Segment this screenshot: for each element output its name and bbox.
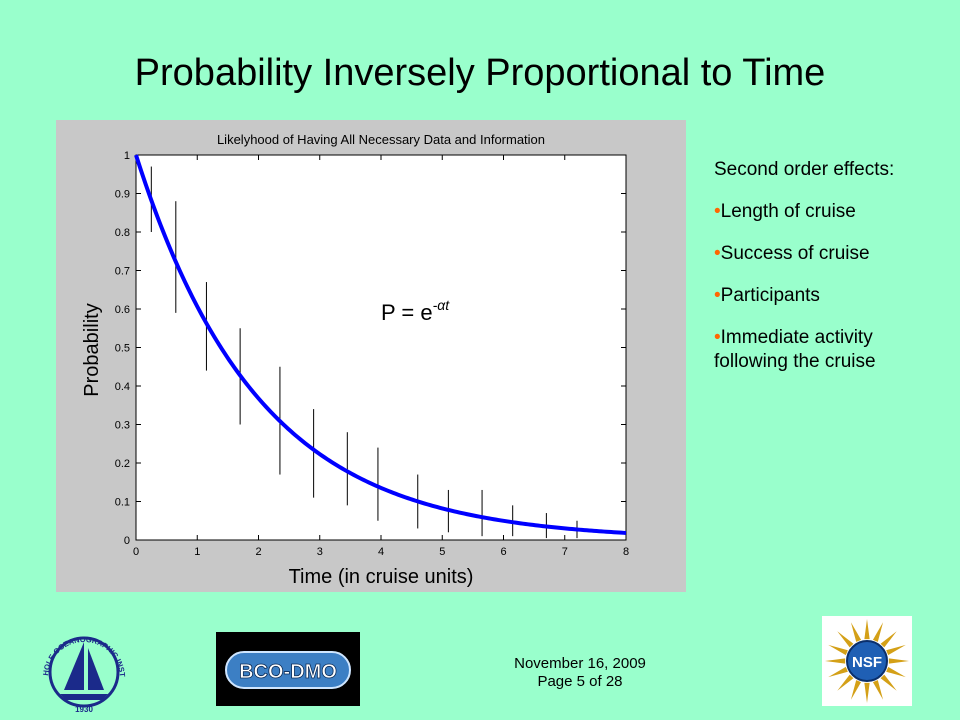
chart-panel: Likelyhood of Having All Necessary Data … [56, 120, 686, 592]
svg-text:1930: 1930 [75, 705, 93, 714]
bcodmo-logo-icon: BCO-DMO [216, 632, 360, 706]
axis-ticks: 0 1 2 3 4 5 6 7 8 0 0.1 0.2 0.3 0.4 0.5 0.6 0.7 0.8 0.9 1 [115, 150, 629, 558]
y-tick-label: 0.8 [115, 227, 130, 239]
x-tick-label: 6 [500, 546, 506, 558]
nsf-logo-icon: NSF [822, 616, 912, 706]
bullet-dot: • [714, 285, 721, 306]
x-tick-label: 7 [562, 546, 568, 558]
x-tick-label: 4 [378, 546, 384, 558]
bullet-dot: • [714, 243, 721, 264]
bullet-item: •Length of cruise [714, 201, 856, 222]
x-tick-label: 8 [623, 546, 629, 558]
x-axis-label: Time (in cruise units) [289, 566, 474, 588]
x-tick-label: 2 [255, 546, 261, 558]
y-tick-label: 0.6 [115, 304, 130, 316]
footer-date: November 16, 2009 [514, 655, 646, 672]
bullet-dot: • [714, 201, 721, 222]
equation-exponent: -αt [433, 297, 451, 313]
y-axis-label: Probability [81, 303, 103, 396]
x-tick-label: 3 [317, 546, 323, 558]
x-tick-label: 1 [194, 546, 200, 558]
y-tick-label: 0.1 [115, 497, 130, 509]
footer-page: Page 5 of 28 [537, 673, 623, 690]
y-tick-label: 0 [124, 535, 130, 547]
y-tick-label: 0.2 [115, 458, 130, 470]
whoi-logo-icon: WOODS HOLE OCEANOGRAPHIC INSTITUTION 193… [30, 611, 134, 714]
y-tick-label: 0.7 [115, 266, 130, 278]
side-text: Second order effects: •Length of cruise … [714, 158, 944, 392]
y-tick-label: 0.9 [115, 189, 130, 201]
footer: November 16, 2009 Page 5 of 28 [480, 655, 680, 691]
equation-lhs: P = e [381, 300, 433, 325]
slide-title: Probability Inversely Proportional to Ti… [134, 52, 826, 94]
bullet-item: •Participants [714, 285, 820, 306]
bullet-item: •Immediate activity following the cruise [714, 327, 876, 372]
svg-text:BCO-DMO: BCO-DMO [239, 661, 337, 683]
y-tick-label: 0.4 [115, 381, 130, 393]
x-tick-label: 0 [133, 546, 139, 558]
plot-area [135, 154, 627, 541]
bullet-dot: • [714, 327, 721, 348]
y-tick-label: 1 [124, 150, 130, 162]
svg-text:NSF: NSF [852, 654, 882, 671]
x-tick-label: 5 [439, 546, 445, 558]
equation-label: P = e-αt [381, 297, 450, 325]
bullet-item: •Success of cruise [714, 243, 870, 264]
y-tick-label: 0.5 [115, 343, 130, 355]
y-tick-label: 0.3 [115, 420, 130, 432]
side-lead: Second order effects: [714, 159, 895, 180]
chart: Likelyhood of Having All Necessary Data … [81, 132, 629, 588]
decay-curve-series [134, 154, 627, 535]
chart-title: Likelyhood of Having All Necessary Data … [217, 132, 545, 147]
